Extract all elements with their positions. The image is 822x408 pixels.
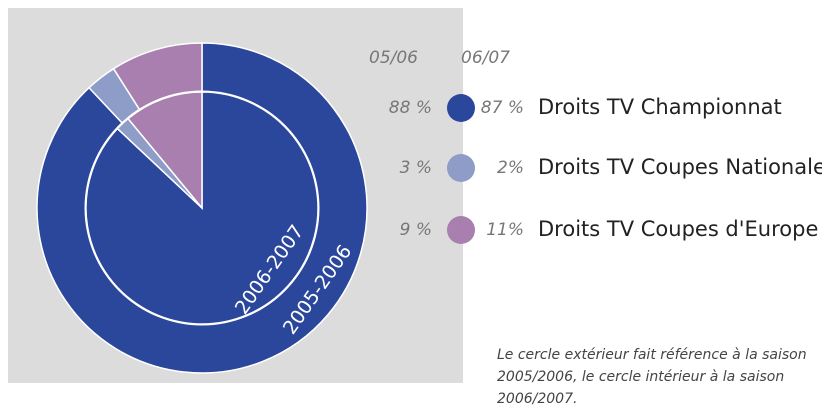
legend-label: Droits TV Championnat (538, 95, 782, 119)
legend-swatch (447, 154, 475, 182)
value-label: 3 % (400, 158, 432, 178)
legend-label: Droits TV Coupes d'Europe (538, 217, 818, 241)
legend-header: 05/06 (369, 48, 418, 68)
note: Le cercle extérieur fait référence à la … (497, 347, 807, 363)
legend-swatch (447, 216, 475, 244)
legend-swatch (447, 94, 475, 122)
pie (36, 42, 368, 374)
note: 2005/2006, le cercle intérieur à la sais… (497, 369, 784, 385)
note: 2006/2007. (497, 391, 577, 407)
value-label: 9 % (400, 220, 432, 240)
value-label: 11% (486, 220, 524, 240)
value-label: 2% (497, 158, 524, 178)
value-label: 88 % (389, 98, 432, 118)
legend-header: 06/07 (461, 48, 510, 68)
pie-slice (127, 91, 203, 211)
value-label: 87 % (481, 98, 524, 118)
legend-label: Droits TV Coupes Nationales (538, 155, 822, 179)
